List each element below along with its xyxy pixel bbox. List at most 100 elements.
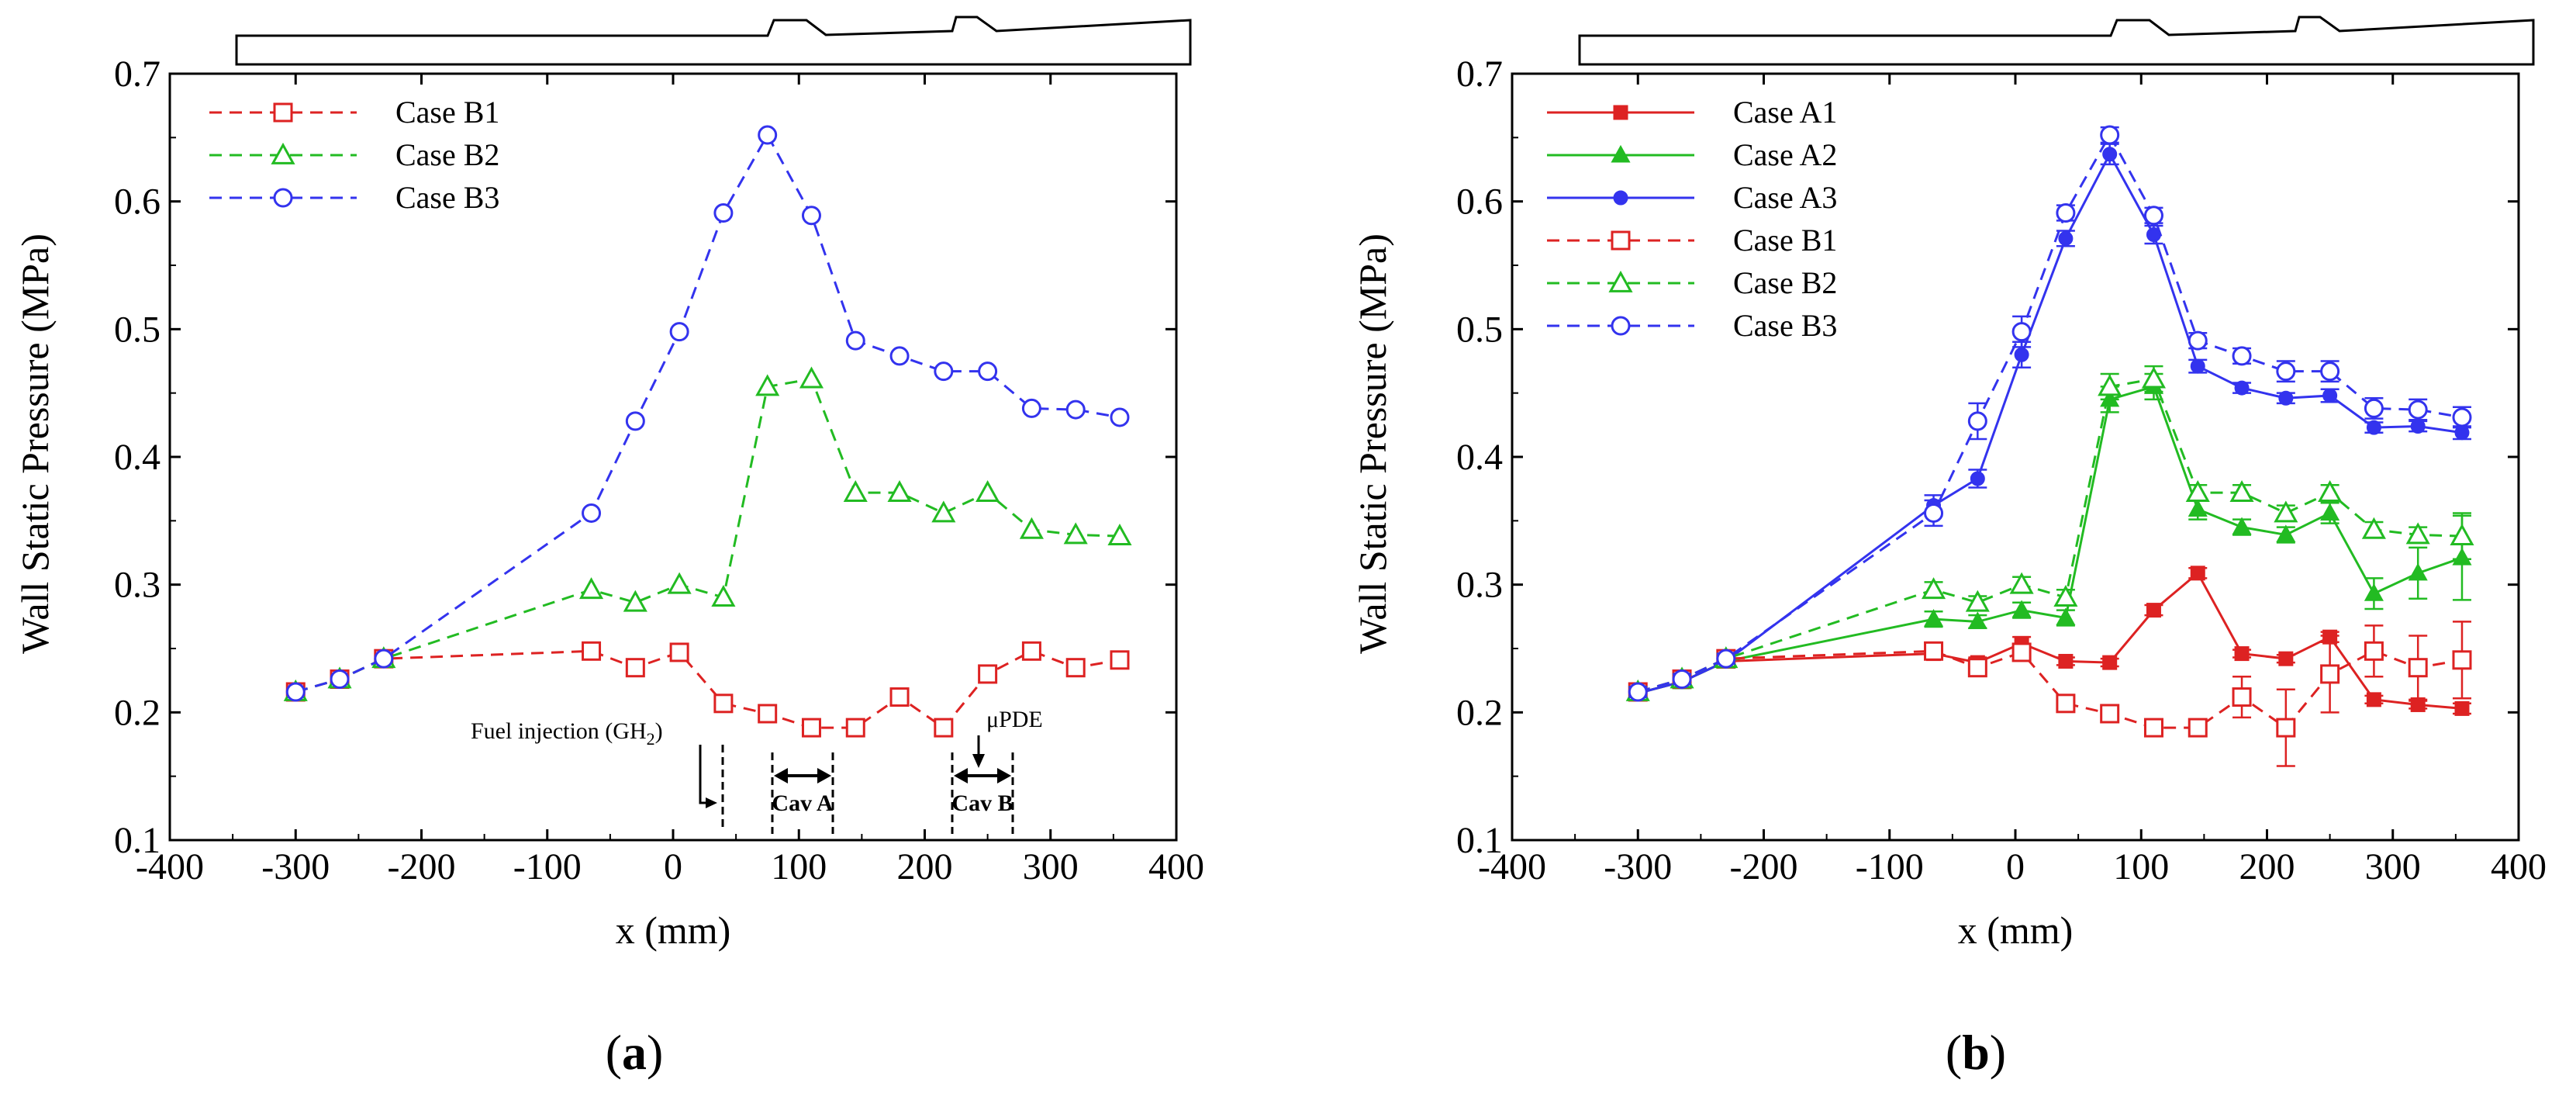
- legend-marker: [271, 142, 295, 164]
- legend-marker: [273, 188, 293, 208]
- data-point-case-b1: [2452, 650, 2472, 670]
- x-tick-label: 300: [2365, 846, 2421, 887]
- data-point-case-b2: [1107, 524, 1132, 545]
- data-point-case-b3: [2011, 322, 2032, 342]
- data-point-case-b2: [1965, 590, 1990, 612]
- legend-label: Case B3: [1733, 308, 1837, 343]
- data-point-case-a1: [2102, 655, 2118, 670]
- data-point-case-b3: [2143, 206, 2163, 226]
- data-point-case-b1: [713, 694, 734, 714]
- panel-a: -400 -300 -200 -100 0 100 200 300 400 0.1 0.2 0.3 0.…: [13, 16, 1204, 1080]
- data-point-case-b2: [667, 572, 692, 594]
- data-point-case-b3: [625, 411, 645, 431]
- data-point-case-b3: [1924, 503, 1944, 523]
- data-point-case-b2: [623, 590, 647, 612]
- x-tick-label: 100: [2113, 846, 2169, 887]
- data-point-case-a1: [2190, 566, 2205, 581]
- data-point-case-b3: [2452, 407, 2472, 427]
- data-point-case-b1: [2100, 704, 2120, 724]
- data-point-case-b2: [2229, 480, 2254, 503]
- data-point-case-b3: [2276, 361, 2296, 382]
- x-axis-title-b: x (mm): [1958, 908, 2074, 952]
- data-point-case-a1: [2366, 692, 2381, 707]
- legend-entry-case-b2: Case B2: [209, 137, 499, 172]
- x-tick-label: 400: [1148, 846, 1204, 887]
- data-point-case-b3: [1716, 649, 1736, 669]
- y-tick-label: 0.4: [114, 437, 161, 478]
- data-point-case-a2: [2320, 503, 2340, 521]
- legend-marker: [273, 102, 293, 123]
- data-point-case-b2: [2361, 517, 2386, 539]
- data-point-case-a2: [1923, 609, 1944, 627]
- data-point-case-b3: [2408, 399, 2428, 420]
- svg-text:μPDE: μPDE: [986, 707, 1043, 732]
- data-point-case-b1: [801, 718, 821, 738]
- data-point-case-b3: [889, 346, 910, 366]
- annotation-cav-a: Cav A: [771, 752, 834, 834]
- data-point-case-b3: [2232, 346, 2252, 366]
- data-point-case-b1: [934, 718, 954, 738]
- x-tick-label: 100: [771, 846, 827, 887]
- x-tick-label: 0: [664, 846, 682, 887]
- data-point-case-b3: [2188, 330, 2208, 351]
- legend-entry-case-b1: Case B1: [1547, 223, 1837, 258]
- data-point-case-a1: [2278, 651, 2294, 666]
- annotation-fuel-injection: Fuel injection (GH2): [471, 718, 724, 830]
- legend-entry-case-b3: Case B3: [1547, 308, 1837, 343]
- data-point-case-b2: [931, 500, 956, 523]
- y-axis-title-a: Wall Static Pressure (MPa): [13, 233, 57, 654]
- data-point-case-a3: [2190, 358, 2205, 374]
- svg-text:Cav A: Cav A: [772, 790, 834, 816]
- y-tick-label: 0.6: [114, 182, 161, 223]
- legend-marker: [1611, 316, 1631, 336]
- annotation-updе: μPDE: [972, 707, 1043, 768]
- y-tick-label: 0.5: [1456, 309, 1503, 350]
- data-point-case-b3: [330, 669, 350, 690]
- legend-entry-case-a3: Case A3: [1547, 180, 1837, 215]
- data-point-case-b3: [1967, 411, 1987, 431]
- data-point-case-b2: [2318, 480, 2343, 503]
- x-tick-label: -400: [136, 846, 204, 887]
- data-point-case-b3: [2364, 398, 2384, 418]
- data-point-case-b1: [1967, 658, 1987, 678]
- legend-label: Case B2: [395, 137, 499, 172]
- data-point-case-b3: [1110, 407, 1130, 427]
- data-point-case-a3: [2322, 388, 2338, 403]
- series-line-case-a2: [1637, 385, 2463, 695]
- x-tick-label: 300: [1023, 846, 1079, 887]
- panel-label-a: (a): [606, 1025, 664, 1080]
- x-tick-label: 400: [2491, 846, 2547, 887]
- y-tick-label: 0.5: [114, 309, 161, 350]
- y-tick-label: 0.3: [1456, 565, 1503, 606]
- x-tick-label: 200: [2239, 846, 2295, 887]
- data-point-case-a3: [2410, 418, 2426, 434]
- data-point-case-b1: [1924, 641, 1944, 661]
- legend-marker: [1608, 270, 1633, 292]
- y-tick-label: 0.4: [1456, 437, 1503, 478]
- data-point-case-b1: [889, 687, 910, 707]
- x-tick-label: -100: [513, 846, 582, 887]
- data-point-case-b3: [2056, 202, 2076, 223]
- legend-label: Case B2: [1733, 265, 1837, 300]
- combustor-outline-a: [235, 16, 1192, 66]
- data-point-case-b2: [2274, 500, 2298, 523]
- legend-label: Case A1: [1733, 95, 1837, 130]
- data-point-case-a2: [2188, 499, 2208, 517]
- data-point-case-b2: [2450, 524, 2474, 545]
- data-point-case-b3: [934, 361, 954, 382]
- data-point-case-a3: [2058, 230, 2074, 246]
- data-point-case-b2: [578, 577, 604, 600]
- legend-entry-case-b1: Case B1: [209, 95, 499, 130]
- data-point-case-b3: [285, 682, 306, 702]
- data-point-case-b1: [845, 718, 865, 738]
- data-point-case-b1: [2232, 687, 2252, 707]
- data-point-case-a3: [2234, 380, 2250, 396]
- y-tick-label: 0.2: [1456, 692, 1503, 733]
- data-point-case-b3: [1065, 399, 1086, 420]
- y-tick-label: 0.6: [1456, 182, 1503, 223]
- legend-marker: [1613, 190, 1628, 206]
- data-point-case-b2: [2009, 572, 2034, 594]
- data-point-case-a2: [2011, 600, 2032, 618]
- legend-marker: [1611, 144, 1631, 163]
- y-tick-label: 0.1: [1456, 820, 1503, 861]
